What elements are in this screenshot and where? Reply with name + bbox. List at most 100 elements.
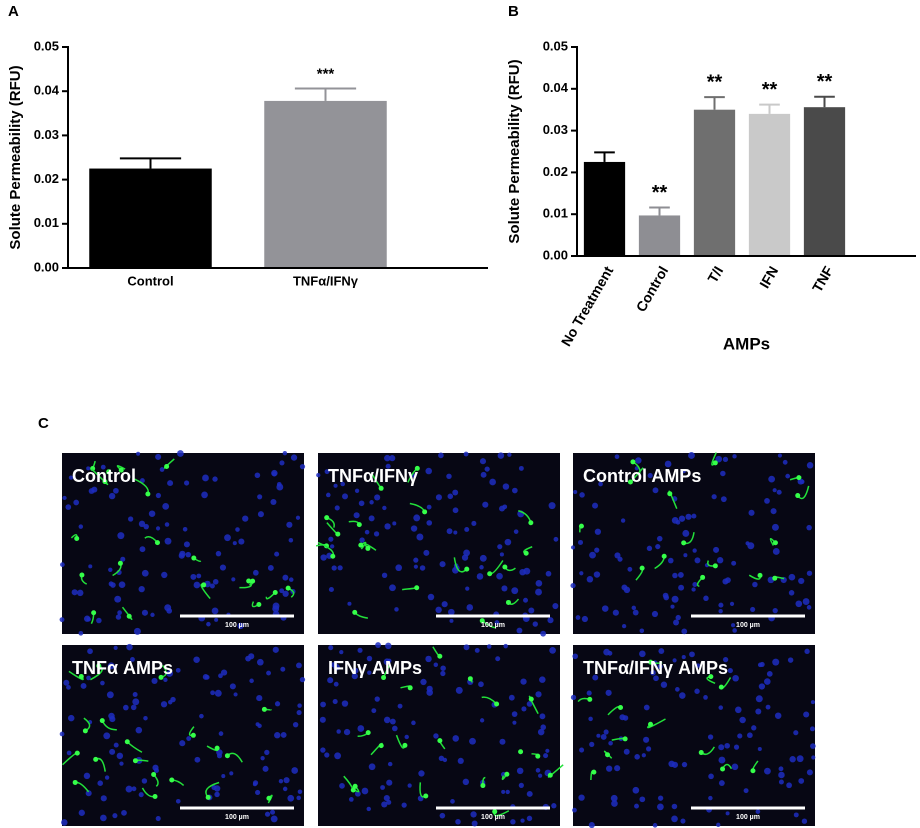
green-cell: [712, 460, 718, 466]
nucleus: [387, 761, 393, 767]
nucleus: [267, 565, 274, 571]
nucleus: [282, 786, 288, 792]
nucleus: [155, 492, 161, 499]
nucleus: [212, 476, 218, 482]
nucleus: [685, 513, 692, 520]
nucleus: [389, 455, 396, 462]
nucleus: [484, 466, 490, 472]
nucleus: [692, 548, 697, 553]
nucleus: [532, 621, 538, 627]
nucleus: [694, 557, 701, 564]
nucleus: [745, 541, 750, 546]
y-tick-label: 0.05: [34, 38, 59, 53]
image-label: TNFα/IFNγ: [328, 466, 418, 486]
nucleus: [667, 557, 674, 564]
nucleus: [579, 492, 585, 498]
nucleus: [218, 673, 223, 679]
nucleus: [471, 520, 477, 526]
nucleus: [764, 767, 771, 775]
nucleus: [513, 529, 519, 534]
nucleus: [785, 473, 791, 479]
nucleus: [100, 795, 107, 802]
nucleus: [199, 713, 204, 719]
nucleus: [220, 669, 228, 676]
x-tick-label: Control: [127, 273, 173, 288]
nucleus: [589, 551, 596, 559]
green-cell: [479, 618, 485, 624]
nucleus: [810, 743, 816, 749]
nucleus: [339, 650, 344, 655]
nucleus: [713, 546, 720, 553]
nucleus: [76, 589, 84, 597]
nucleus: [358, 500, 365, 507]
nucleus: [328, 536, 334, 542]
nucleus: [278, 778, 284, 784]
nucleus: [681, 469, 686, 474]
nucleus: [643, 736, 650, 743]
green-cell: [796, 475, 802, 481]
nucleus: [570, 545, 576, 550]
nucleus: [78, 524, 84, 529]
nucleus: [138, 792, 144, 798]
nucleus: [494, 620, 500, 625]
nucleus: [478, 681, 484, 688]
nucleus: [739, 716, 746, 724]
nucleus: [131, 786, 137, 792]
nucleus: [708, 773, 714, 780]
nucleus: [218, 731, 224, 736]
green-cell: [378, 743, 384, 749]
green-cell: [132, 758, 138, 764]
nucleus: [80, 683, 87, 689]
nucleus: [539, 676, 546, 683]
green-cell: [352, 609, 358, 615]
y-tick-label: 0.03: [34, 127, 59, 142]
nucleus: [115, 614, 122, 620]
nucleus: [272, 602, 280, 610]
nucleus: [216, 753, 223, 759]
nucleus: [759, 661, 765, 667]
nucleus: [681, 628, 688, 635]
green-cell: [661, 553, 667, 559]
nucleus: [446, 473, 452, 480]
nucleus: [449, 618, 454, 623]
green-cell: [423, 793, 429, 799]
nucleus: [164, 522, 170, 527]
nucleus: [592, 674, 599, 681]
nucleus: [479, 565, 484, 570]
green-cell: [124, 739, 130, 745]
nucleus: [104, 775, 110, 780]
nucleus: [570, 582, 576, 589]
y-tick-label: 0.01: [543, 206, 568, 221]
green-cell: [164, 463, 170, 469]
nucleus: [108, 492, 116, 500]
nucleus: [510, 819, 516, 825]
nucleus: [681, 655, 686, 660]
green-cell: [74, 750, 80, 756]
nucleus: [282, 574, 289, 581]
green-cell: [464, 566, 470, 572]
nucleus: [787, 657, 794, 663]
nucleus: [426, 689, 433, 696]
nucleus: [374, 696, 380, 702]
green-cell: [261, 706, 267, 712]
green-cell: [505, 599, 511, 605]
green-cell: [152, 794, 158, 800]
nucleus: [108, 567, 113, 572]
green-cell: [578, 523, 584, 529]
green-cell: [350, 787, 356, 793]
nucleus: [438, 452, 444, 459]
nucleus: [112, 813, 118, 819]
nucleus: [130, 656, 135, 662]
nucleus: [295, 515, 301, 520]
nucleus: [375, 642, 381, 648]
nucleus: [774, 712, 782, 719]
green-cell: [126, 613, 132, 619]
nucleus: [755, 809, 761, 814]
nucleus: [337, 565, 343, 571]
bar: [89, 168, 212, 268]
image-background: [62, 453, 304, 634]
nucleus: [221, 774, 226, 779]
nucleus: [758, 683, 766, 690]
nucleus: [412, 473, 417, 478]
